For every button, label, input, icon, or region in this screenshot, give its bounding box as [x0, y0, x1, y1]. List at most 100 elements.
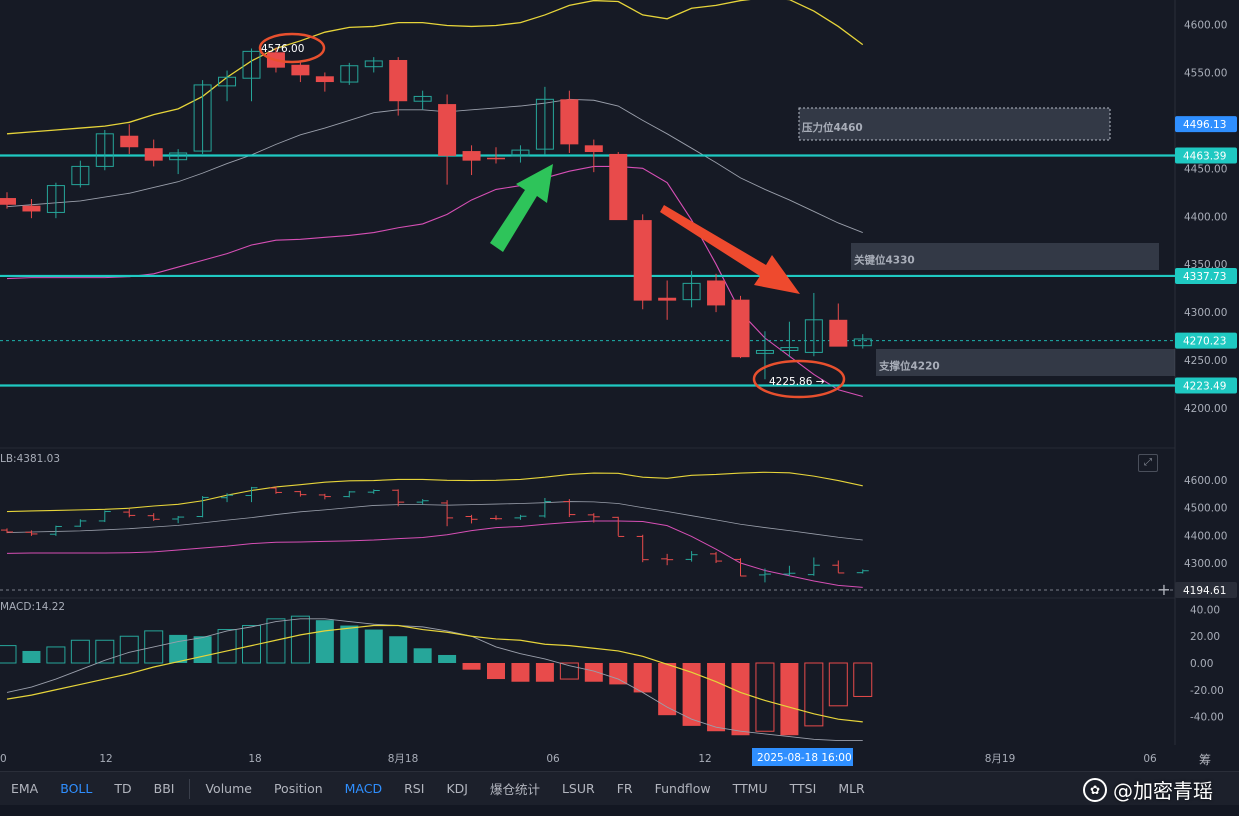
price-tag-label: 4337.73 — [1183, 271, 1226, 283]
macd-histogram-bar — [853, 662, 873, 697]
candle-body — [707, 280, 726, 306]
wechat-channel-icon: ✿ — [1083, 777, 1107, 802]
candle-body — [71, 165, 90, 186]
macd-histogram-bar — [438, 654, 457, 663]
macd-histogram-bar — [290, 615, 310, 664]
macd-histogram-bar — [242, 625, 261, 664]
macd-histogram-bar — [95, 639, 115, 664]
price-axis-tick: 4550.00 — [1184, 67, 1227, 79]
macd-histogram-bar — [804, 662, 824, 727]
macd-histogram-bar — [584, 663, 603, 682]
crosshair-time-box — [752, 748, 853, 766]
indicator-tab-bbi[interactable]: BBI — [153, 781, 175, 796]
indicator-toolbar: EMA BOLL TD BBI Volume Position MACD RSI KDJ 爆仓统计… — [0, 771, 1239, 805]
macd-histogram-bar — [70, 639, 90, 664]
boll-lower-line — [6, 165, 863, 398]
candle-body — [46, 185, 65, 213]
candle-body — [511, 149, 530, 157]
macd-histogram-bar — [707, 663, 726, 732]
candle-body — [780, 347, 799, 351]
high-price-ellipse — [258, 32, 326, 64]
indicator-tab-fr[interactable]: FR — [616, 781, 633, 796]
candle-body — [633, 220, 652, 301]
indicator-tab-lsur[interactable]: LSUR — [561, 781, 595, 796]
price-tag-label: 4496.13 — [1183, 119, 1226, 131]
time-axis-label: 12 — [99, 753, 112, 765]
macd-histogram-bar — [633, 663, 652, 693]
indicator-tab-position[interactable]: Position — [273, 781, 323, 796]
price-tag-box — [1175, 267, 1237, 284]
candle-body — [487, 157, 505, 160]
candle-body — [682, 282, 701, 301]
macd-histogram-bar — [315, 620, 334, 663]
sub-boll-upper-line — [6, 471, 863, 513]
price-axis-tick: 4400.00 — [1184, 211, 1227, 223]
macd-histogram-bar — [828, 662, 848, 707]
time-axis-label: 8月19 — [985, 753, 1016, 765]
indicator-tab-mlr[interactable]: MLR — [838, 781, 865, 796]
macd-histogram-bar — [193, 636, 212, 663]
macd-histogram-bar — [780, 663, 799, 736]
macd-histogram-bar — [731, 663, 750, 736]
candle-body — [462, 151, 481, 161]
macd-histogram-bar — [413, 648, 432, 663]
low-price-ellipse — [752, 359, 846, 399]
time-axis-label: 8月18 — [388, 753, 419, 765]
macd-histogram-bar — [169, 634, 188, 663]
macd-histogram-bar — [0, 645, 17, 664]
candle-body — [413, 95, 432, 102]
macd-histogram-bar — [22, 650, 41, 663]
price-axis-tick: 4300.00 — [1184, 307, 1227, 319]
candle-body — [609, 153, 628, 221]
candle-body — [144, 148, 163, 161]
candle-body — [389, 59, 408, 102]
indicator-tab-macd[interactable]: MACD — [344, 781, 383, 796]
level-zone — [851, 243, 1159, 270]
indicator-tab-爆仓统计[interactable]: 爆仓统计 — [489, 782, 540, 797]
candle-body — [169, 152, 188, 161]
indicator-tab-fundflow[interactable]: Fundflow — [654, 781, 711, 796]
sub-axis-tick: 4600.00 — [1184, 475, 1227, 487]
watermark: ✿ @加密青瑶 — [1083, 775, 1213, 804]
dotted-level-tag-box — [1175, 582, 1237, 598]
expand-pane-icon[interactable]: ⤢ — [1138, 454, 1158, 472]
price-tag-box — [1175, 332, 1237, 349]
macd-histogram-bar — [389, 636, 408, 663]
crosshair-time-label: 2025-08-18 16:00 — [757, 752, 852, 764]
indicator-tab-volume[interactable]: Volume — [205, 781, 252, 796]
macd-axis-tick: 20.00 — [1190, 631, 1220, 643]
high-price-marker: 4576.00 — [261, 43, 304, 55]
macd-axis-tick: -20.00 — [1190, 685, 1224, 697]
price-axis-tick: 4450.00 — [1184, 163, 1227, 175]
macd-histogram-bar — [119, 635, 139, 664]
sub-axis-tick: 4500.00 — [1184, 503, 1227, 515]
time-axis-label: 0 — [0, 753, 7, 765]
indicator-tab-td[interactable]: TD — [114, 781, 132, 796]
macd-histogram-bar — [755, 662, 775, 732]
level-zone-label: 压力位4460 — [802, 121, 863, 134]
price-tag-label: 4463.39 — [1183, 150, 1226, 162]
candle-body — [291, 64, 310, 76]
indicator-tab-kdj[interactable]: KDJ — [446, 781, 468, 796]
time-axis-label: 06 — [546, 753, 560, 765]
sub-axis-tick: 4300.00 — [1184, 558, 1227, 570]
indicator-tab-ttsi[interactable]: TTSI — [789, 781, 817, 796]
indicator-tab-rsi[interactable]: RSI — [404, 781, 425, 796]
macd-histogram-bar — [559, 662, 579, 680]
lb-value-label: LB:4381.03 — [0, 453, 60, 465]
macd-histogram-bar — [511, 663, 530, 682]
indicator-tab-ema[interactable]: EMA — [11, 781, 39, 796]
price-axis-tick: 4600.00 — [1184, 20, 1227, 32]
add-level-icon[interactable]: + — [1157, 580, 1171, 599]
price-chart[interactable]: 4600.004550.004500.004450.004400.004350.… — [0, 0, 1239, 771]
macd-histogram-bar — [266, 618, 286, 664]
candle-body — [853, 338, 872, 347]
macd-axis-tick: 40.00 — [1190, 604, 1220, 616]
candle-body — [731, 299, 750, 358]
indicator-tab-ttmu[interactable]: TTMU — [732, 781, 768, 796]
candle-body — [829, 319, 848, 347]
price-tag-label: 4223.49 — [1183, 380, 1226, 392]
level-zone-label: 支撑位4220 — [878, 360, 940, 373]
indicator-tab-boll[interactable]: BOLL — [60, 781, 93, 796]
